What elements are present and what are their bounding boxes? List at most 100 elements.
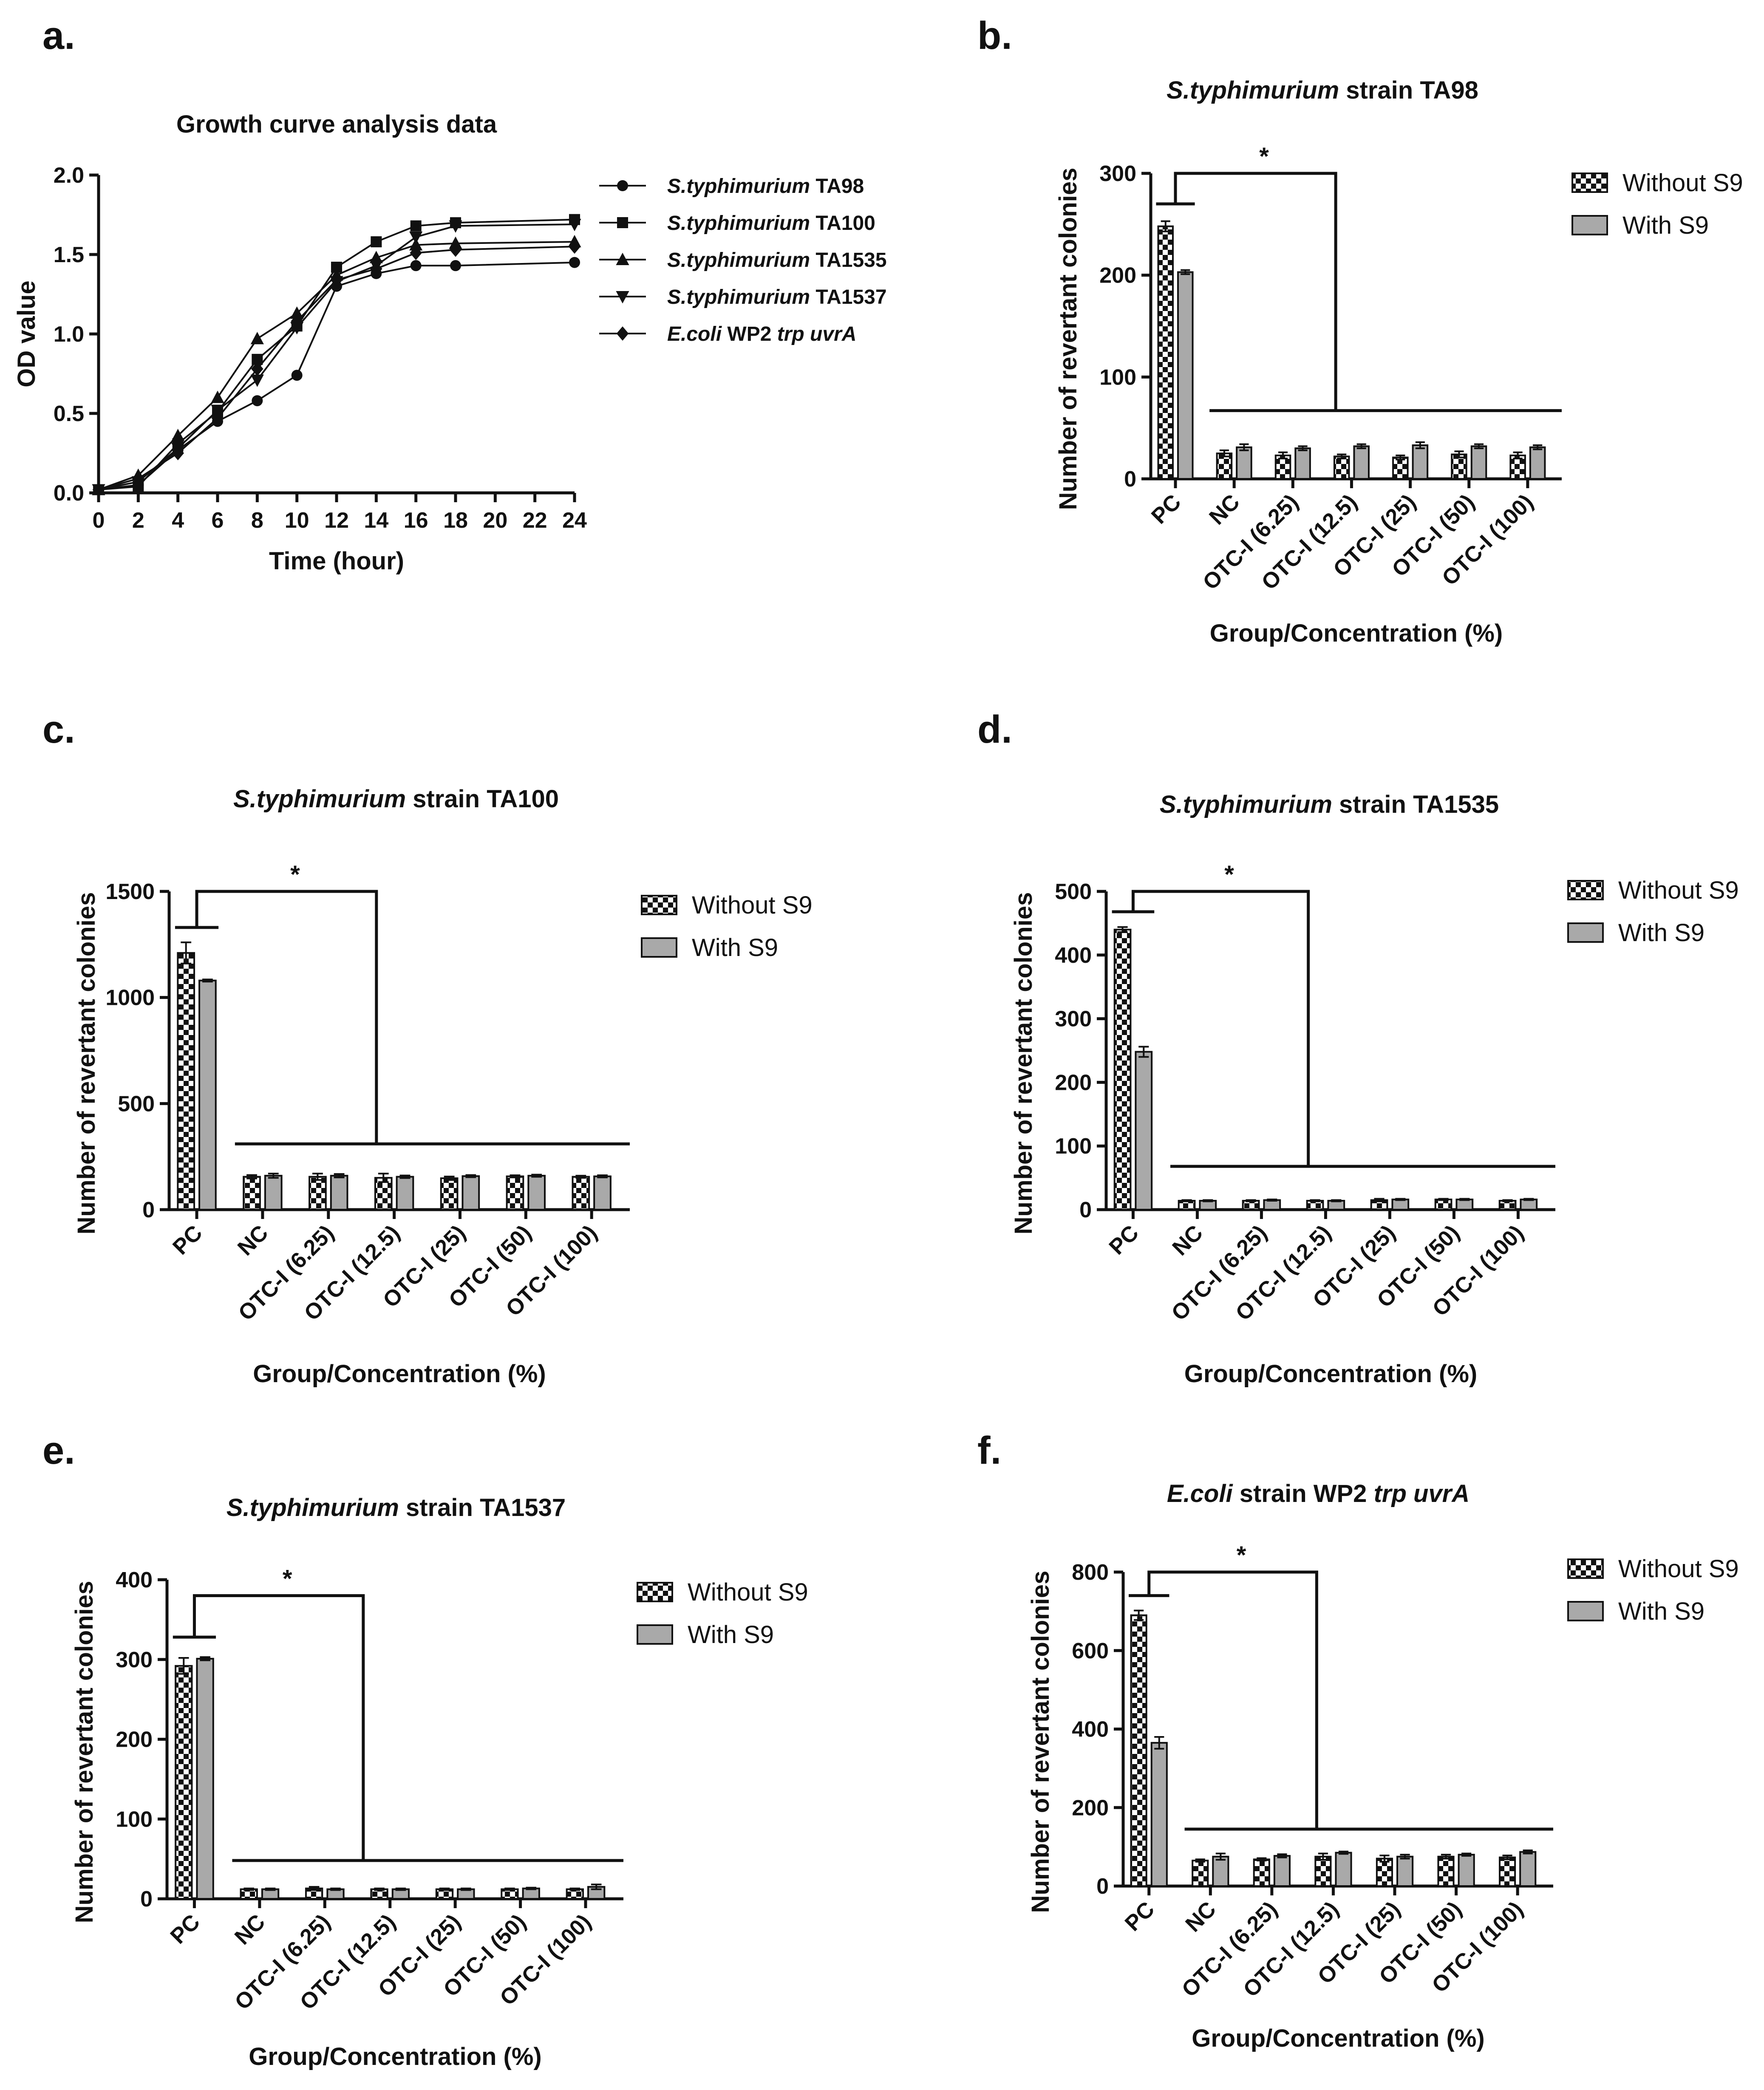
title-italic: trp uvrA (1374, 1480, 1470, 1507)
title-rest: strain WP2 (1233, 1480, 1374, 1507)
y-tick-label: 500 (1055, 880, 1092, 904)
legend-name-italic: S.typhimurium (667, 175, 810, 198)
bar-with-s9 (1135, 1051, 1153, 1211)
legend-marker (616, 291, 629, 304)
data-point-3 (171, 429, 185, 441)
chart-title: S.typhimurium strain TA100 (233, 785, 559, 813)
data-point-3 (409, 238, 423, 251)
x-tick-label: PC (1120, 1897, 1159, 1936)
legend-name: TA1535 (810, 249, 887, 272)
data-point-5 (370, 261, 382, 276)
x-tick-label: 4 (172, 508, 184, 533)
legend-label: With S9 (692, 934, 778, 962)
data-point-3 (250, 331, 264, 345)
bar-with-s9 (1519, 1851, 1537, 1887)
y-tick-label: 800 (1072, 1560, 1109, 1585)
bracket-connector (193, 1594, 365, 1861)
y-tick-label: 200 (116, 1728, 153, 1752)
x-axis-title: Group/Concentration (%) (253, 1360, 546, 1388)
y-tick-label: 200 (1099, 263, 1136, 288)
legend-label: E.coli WP2 trp uvrA (667, 323, 856, 345)
bracket-connector (1174, 172, 1337, 411)
data-point-4 (409, 231, 423, 244)
data-point-5 (330, 272, 343, 287)
bar-with-s9 (198, 979, 217, 1210)
bar-without-s9 (572, 1176, 590, 1210)
y-axis-title: Number of revertant colonies (71, 1581, 98, 1923)
panel-label: c. (42, 708, 75, 751)
data-point-4 (211, 404, 224, 417)
bar-without-s9 (1333, 455, 1350, 480)
bar-without-s9 (1451, 453, 1467, 480)
y-tick-label: 0 (1096, 1874, 1109, 1899)
y-tick-label: 500 (118, 1092, 155, 1116)
x-tick-label: NC (1168, 1220, 1208, 1260)
y-tick-label: 1.0 (54, 322, 84, 347)
series-line-2 (98, 218, 575, 491)
bar-with-s9 (593, 1175, 612, 1211)
significance-marker: * (283, 1565, 292, 1593)
panel-label: a. (42, 14, 75, 57)
panel-label: d. (977, 708, 1012, 751)
legend-swatch-with-s9 (637, 1624, 673, 1645)
legend-label: S.typhimurium TA98 (667, 175, 864, 198)
bar-without-s9 (440, 1177, 459, 1210)
bar-without-s9 (506, 1175, 524, 1211)
x-axis-title: Group/Concentration (%) (1192, 2025, 1485, 2052)
y-tick-label: 200 (1072, 1796, 1109, 1820)
x-tick-label: NC (1205, 489, 1245, 529)
panel-c: c. S.typhimurium strain TA100 0 500 1000 1500… (42, 708, 813, 1388)
y-tick-label: 300 (1099, 161, 1136, 186)
legend-marker (617, 180, 628, 191)
legend-swatch-with-s9 (1571, 215, 1608, 235)
panel-e: e. S.typhimurium strain TA1537 0 100 200 300 4… (42, 1429, 808, 2070)
data-point-5 (172, 446, 184, 461)
chart-title: S.typhimurium strain TA1535 (1160, 791, 1499, 818)
bar-with-s9 (1396, 1855, 1414, 1887)
bar-with-s9 (527, 1175, 546, 1211)
legend-label: S.typhimurium TA1535 (667, 249, 887, 272)
x-axis-title: Time (hour) (269, 547, 404, 575)
x-tick-label: 12 (324, 508, 349, 533)
y-axis-title: Number of revertant colonies (1054, 168, 1082, 510)
y-tick-label: 1000 (105, 986, 155, 1010)
bar-with-s9 (1391, 1199, 1410, 1210)
chart-title: E.coli strain WP2 trp uvrA (1167, 1480, 1470, 1507)
y-tick-label: 2.0 (54, 163, 84, 188)
chart-title: S.typhimurium strain TA98 (1167, 76, 1478, 104)
x-axis-title: Group/Concentration (%) (249, 2043, 542, 2070)
bar-with-s9 (1353, 445, 1370, 480)
x-tick-label: NC (233, 1220, 273, 1260)
bar-with-s9 (1470, 445, 1487, 480)
legend-swatch-without-s9 (637, 1582, 673, 1602)
legend-name-italic: S.typhimurium (667, 286, 810, 308)
legend-swatch-with-s9 (1567, 1601, 1604, 1621)
bar-with-s9 (1458, 1854, 1475, 1887)
bar-without-s9 (1113, 928, 1132, 1210)
bar-without-s9 (1434, 1199, 1453, 1210)
legend-label: With S9 (688, 1621, 774, 1649)
legend-swatch-without-s9 (1567, 1558, 1604, 1579)
bracket-connector (1147, 1570, 1318, 1830)
data-point-2 (410, 220, 422, 232)
bar-with-s9 (396, 1176, 414, 1210)
panel-b: b. S.typhimurium strain TA98 0 100 200 300 PC N… (977, 14, 1743, 647)
y-tick-label: 0 (142, 1198, 155, 1222)
x-axis-title: Group/Concentration (%) (1184, 1360, 1478, 1388)
title-italic: S.typhimurium (1167, 76, 1339, 104)
legend-name: TA1537 (810, 286, 887, 308)
panel-label: e. (42, 1429, 75, 1472)
data-point-4 (449, 220, 462, 233)
legend-marker (616, 326, 629, 341)
x-tick-label: 8 (251, 508, 263, 533)
y-tick-label: 0.0 (54, 481, 84, 506)
x-tick-label: 14 (364, 508, 388, 533)
x-tick-label: PC (168, 1220, 207, 1259)
y-tick-label: 400 (116, 1568, 153, 1592)
title-rest: strain TA98 (1339, 76, 1478, 104)
bar-without-s9 (243, 1176, 261, 1210)
y-tick-label: 100 (1099, 365, 1136, 390)
data-point-5 (410, 246, 422, 260)
bar-without-s9 (1376, 1858, 1393, 1887)
